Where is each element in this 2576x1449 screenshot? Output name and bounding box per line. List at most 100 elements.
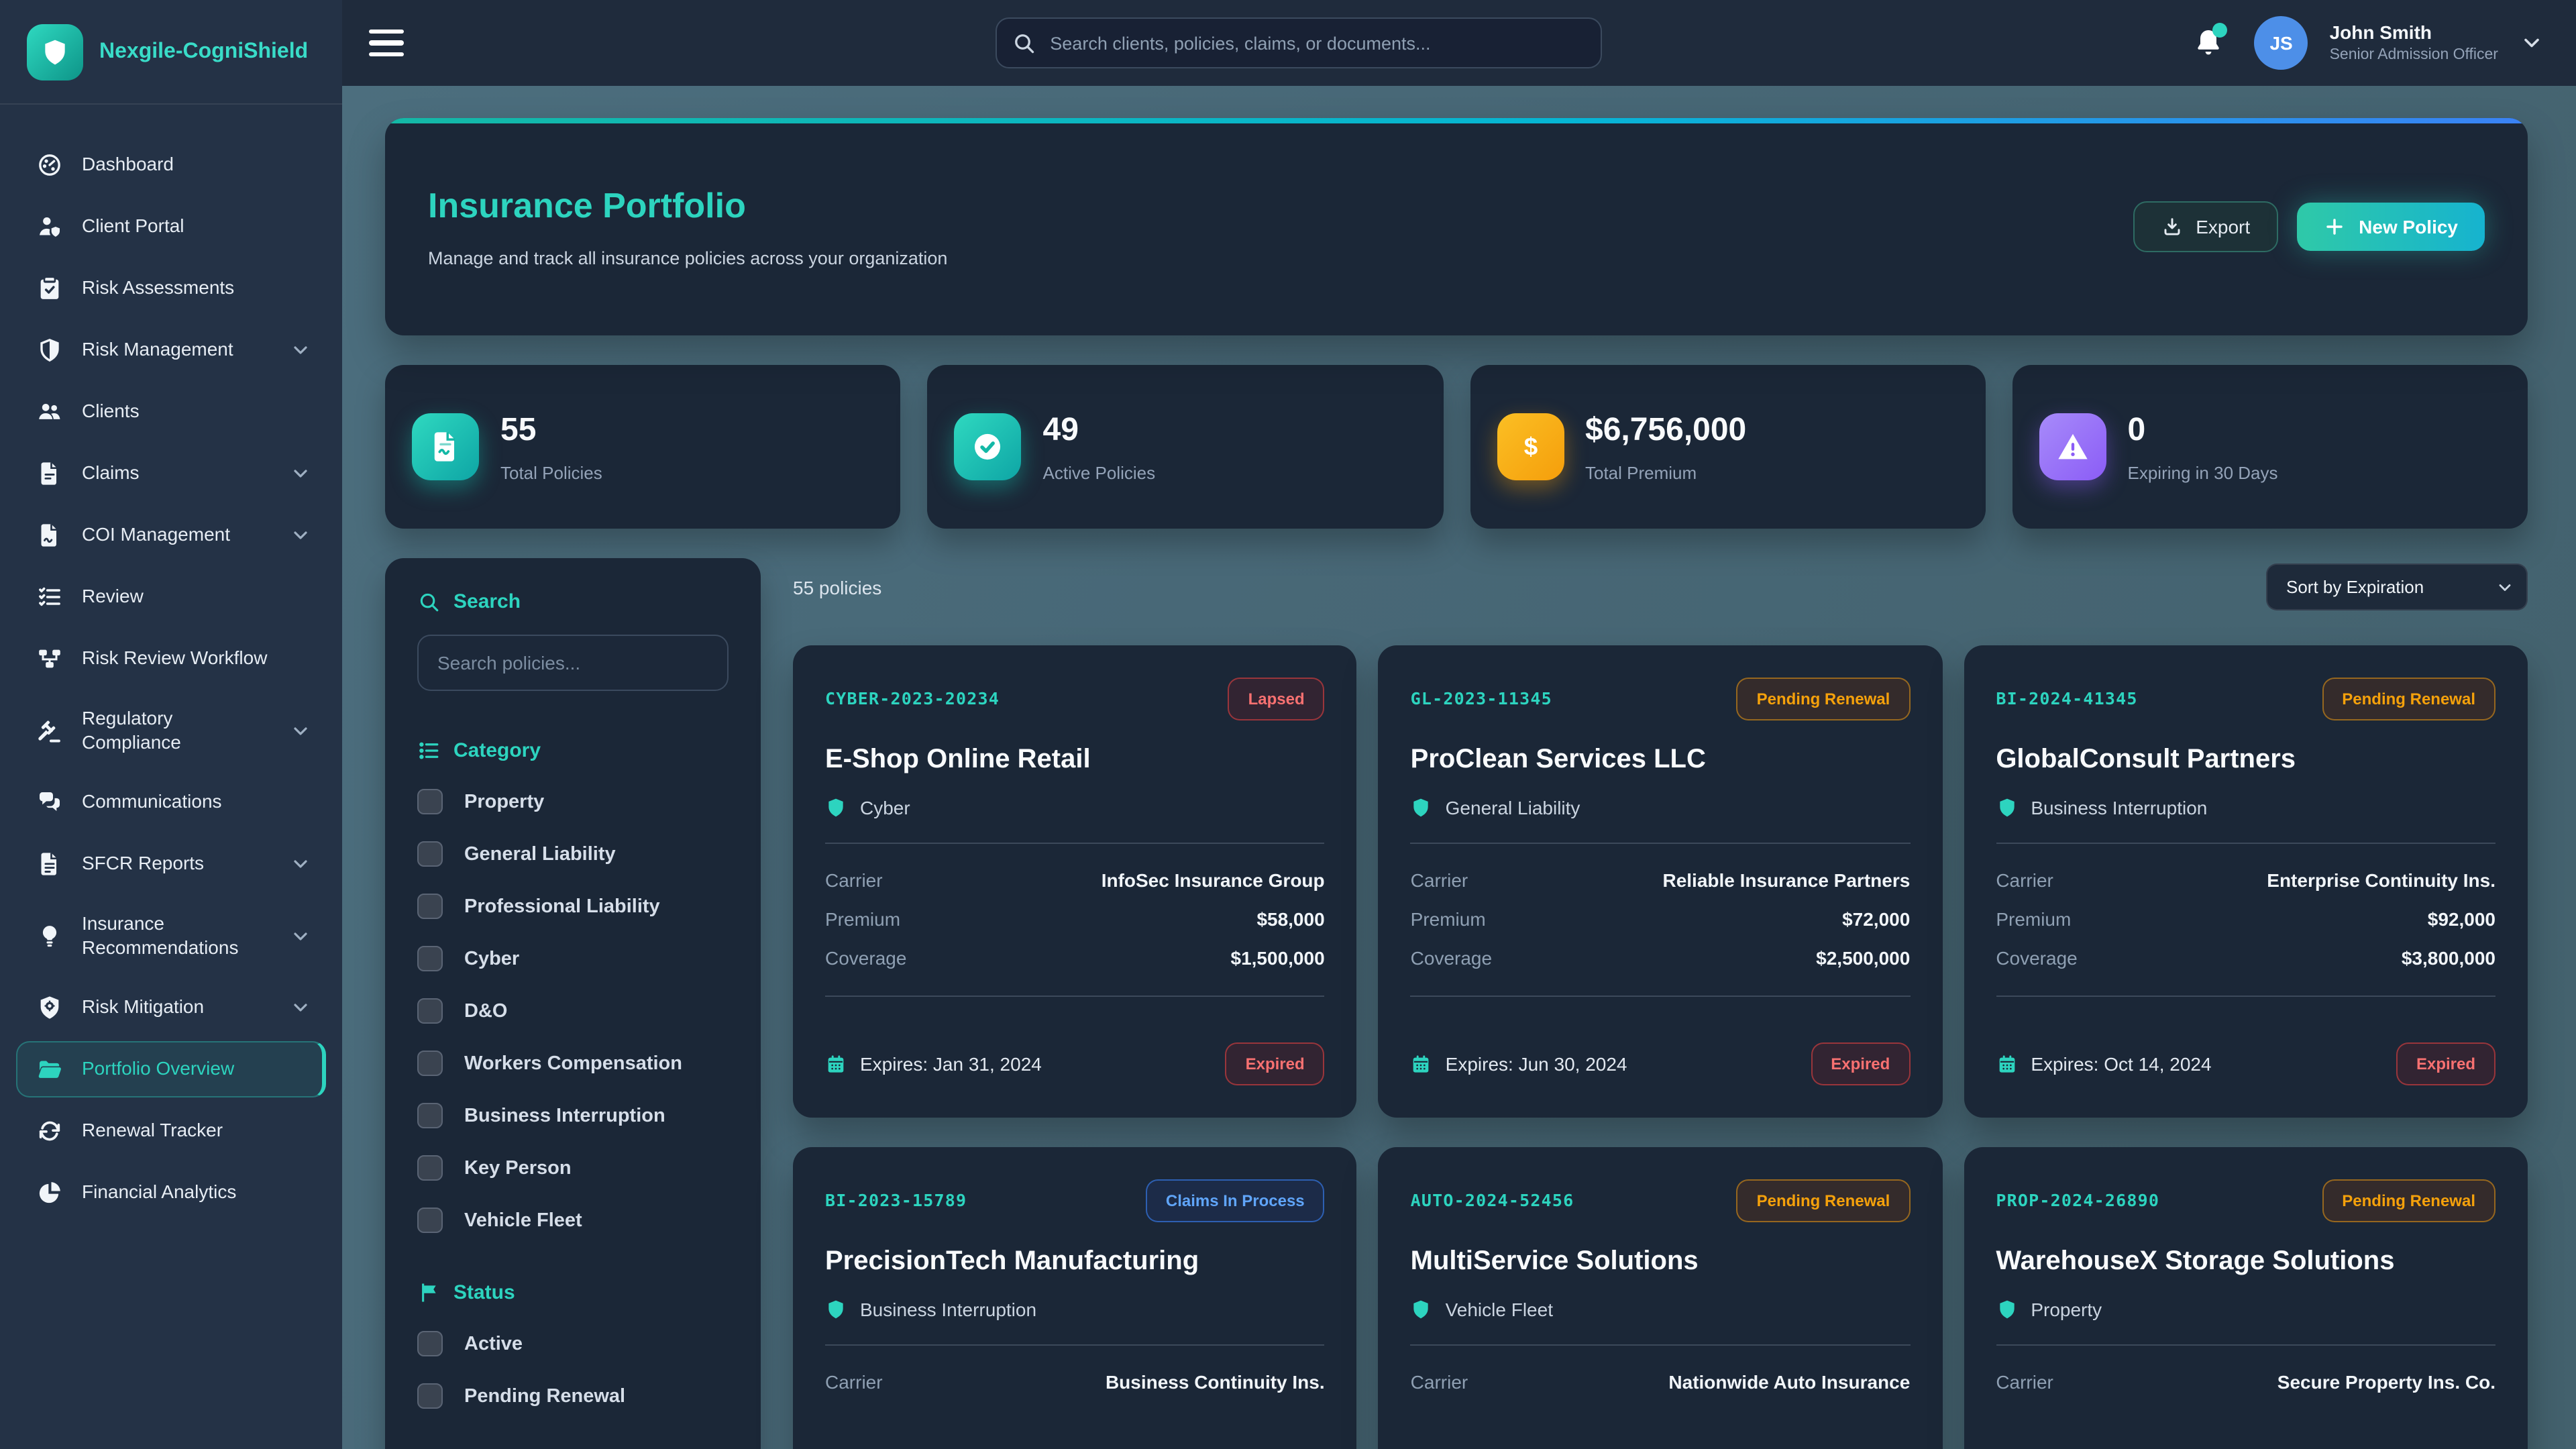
category-filter-property[interactable]: Property [417, 789, 729, 814]
sidebar-item-sfcr-reports[interactable]: SFCR Reports [16, 836, 326, 892]
category-filter-cyber[interactable]: Cyber [417, 946, 729, 971]
metric-value: $72,000 [1842, 908, 1911, 930]
policy-carrier-row: Carrier Enterprise Continuity Ins. [1996, 869, 2496, 891]
status-badge: Pending Renewal [2322, 1179, 2496, 1222]
metric-value: Business Continuity Ins. [1105, 1371, 1325, 1393]
filter-search-title: Search [417, 590, 729, 613]
sidebar-item-risk-management[interactable]: Risk Management [16, 322, 326, 378]
status-badge: Pending Renewal [2322, 678, 2496, 720]
status-filter-active[interactable]: Active [417, 1331, 729, 1356]
sidebar-item-coi-management[interactable]: COI Management [16, 507, 326, 564]
divider [1410, 843, 1911, 844]
policy-carrier-row: Carrier InfoSec Insurance Group [825, 869, 1325, 891]
checkbox[interactable] [417, 1383, 443, 1409]
checkbox[interactable] [417, 1208, 443, 1233]
global-search-input[interactable] [995, 17, 1602, 68]
metric-label: Carrier [1410, 1371, 1468, 1393]
category-filter-professional-liability[interactable]: Professional Liability [417, 894, 729, 919]
policy-card-warehousex-storage-solutions[interactable]: PROP-2024-26890 Pending Renewal WarehouseX… [1964, 1147, 2528, 1449]
sidebar-item-risk-mitigation[interactable]: Risk Mitigation [16, 979, 326, 1036]
checkbox[interactable] [417, 841, 443, 867]
sidebar-item-client-portal[interactable]: Client Portal [16, 199, 326, 255]
page-title: Insurance Portfolio [428, 185, 746, 225]
filter-search-input[interactable] [417, 635, 729, 691]
checkbox[interactable] [417, 1051, 443, 1076]
coi-management-icon [36, 522, 63, 549]
checkbox-label: Key Person [464, 1157, 572, 1179]
sidebar-item-claims[interactable]: Claims [16, 445, 326, 502]
svg-text:$: $ [1523, 433, 1537, 460]
sidebar-item-risk-review-workflow[interactable]: Risk Review Workflow [16, 631, 326, 687]
dollar-icon: $ [1513, 429, 1548, 464]
calendar-icon [1411, 1053, 1432, 1075]
stat-card-total-premium: $ $6,756,000 Total Premium [1470, 365, 1986, 529]
checkbox[interactable] [417, 789, 443, 814]
checkbox[interactable] [417, 946, 443, 971]
sidebar-item-portfolio-overview[interactable]: Portfolio Overview [16, 1041, 326, 1097]
policy-name: GlobalConsult Partners [1996, 745, 2296, 774]
policy-expires-label: Expires: Jun 30, 2024 [1445, 1053, 1627, 1075]
category-filter-workers-compensation[interactable]: Workers Compensation [417, 1051, 729, 1076]
divider [825, 843, 1325, 844]
checkbox-label: Pending Renewal [464, 1385, 626, 1407]
notifications-bell-icon[interactable] [2193, 23, 2228, 59]
avatar[interactable]: JS [2254, 16, 2308, 70]
checkbox-label: Property [464, 791, 545, 812]
sidebar-item-insurance-recommendations[interactable]: Insurance Recommendations [16, 898, 326, 974]
metric-label: Carrier [1996, 1371, 2053, 1393]
sort-select[interactable]: Sort by Expiration [2266, 564, 2528, 610]
sidebar-item-review[interactable]: Review [16, 569, 326, 625]
status-badge: Claims In Process [1145, 1179, 1325, 1222]
sidebar-item-label: Dashboard [82, 153, 174, 175]
checkbox[interactable] [417, 1155, 443, 1181]
checkbox-label: Business Interruption [464, 1105, 665, 1126]
policy-coverage-row: Coverage $2,500,000 [1411, 947, 1911, 969]
metric-label: Carrier [825, 1371, 883, 1393]
policy-card-multiservice-solutions[interactable]: AUTO-2024-52456 Pending Renewal MultiServi… [1378, 1147, 1943, 1449]
policy-coverage-row: Coverage $1,500,000 [825, 947, 1325, 969]
notification-dot [2212, 23, 2228, 38]
category-filter-general-liability[interactable]: General Liability [417, 841, 729, 867]
metric-value: Secure Property Ins. Co. [2277, 1371, 2496, 1393]
policy-category-label: Property [2031, 1299, 2102, 1320]
sidebar-item-communications[interactable]: Communications [16, 774, 326, 830]
sidebar-item-label: Risk Mitigation [82, 996, 205, 1018]
category-filter-vehicle-fleet[interactable]: Vehicle Fleet [417, 1208, 729, 1233]
policy-category-label: General Liability [1445, 797, 1580, 818]
checkbox[interactable] [417, 1331, 443, 1356]
hamburger-menu-icon[interactable] [369, 30, 404, 56]
metric-value: Enterprise Continuity Ins. [2267, 869, 2496, 891]
policy-card-globalconsult-partners[interactable]: BI-2024-41345 Pending Renewal GlobalConsul… [1964, 645, 2528, 1118]
category-filter-key-person[interactable]: Key Person [417, 1155, 729, 1181]
export-button[interactable]: Export [2133, 201, 2279, 252]
checkbox[interactable] [417, 998, 443, 1024]
policy-card-e-shop-online-retail[interactable]: CYBER-2023-20234 Lapsed E-Shop Online Reta… [793, 645, 1357, 1118]
checkbox[interactable] [417, 894, 443, 919]
chevron-down-icon [290, 925, 311, 947]
category-filter-dando[interactable]: D&O [417, 998, 729, 1024]
sidebar-item-renewal-tracker[interactable]: Renewal Tracker [16, 1103, 326, 1159]
policy-card-proclean-services-llc[interactable]: GL-2023-11345 Pending Renewal ProClean Ser… [1378, 645, 1943, 1118]
new-policy-button[interactable]: New Policy [2297, 203, 2485, 251]
expiry-badge: Expired [1811, 1042, 1911, 1085]
pie-chart-icon [36, 1179, 63, 1206]
sidebar-item-risk-assessments[interactable]: Risk Assessments [16, 260, 326, 317]
policy-category-label: Vehicle Fleet [1445, 1299, 1553, 1320]
status-filter-pending-renewal[interactable]: Pending Renewal [417, 1383, 729, 1409]
sidebar-nav: Dashboard Client Portal Risk Assessments Ri… [0, 105, 342, 1449]
sidebar-item-clients[interactable]: Clients [16, 384, 326, 440]
sidebar-item-regulatory-compliance[interactable]: Regulatory Compliance [16, 692, 326, 769]
sidebar-item-dashboard[interactable]: Dashboard [16, 137, 326, 193]
policy-premium-row: Premium $92,000 [1996, 908, 2496, 930]
metric-value: $92,000 [2427, 908, 2496, 930]
chevron-down-icon[interactable] [2520, 31, 2544, 55]
status-badge: Pending Renewal [1736, 678, 1911, 720]
checkbox[interactable] [417, 1103, 443, 1128]
metric-label: Coverage [825, 947, 907, 969]
policy-card-precisiontech-manufacturing[interactable]: BI-2023-15789 Claims In Process PrecisionT… [793, 1147, 1357, 1449]
sidebar-item-financial-analytics[interactable]: Financial Analytics [16, 1165, 326, 1221]
stat-card-expiring-in-30-days: 0 Expiring in 30 Days [2012, 365, 2528, 529]
category-filter-business-interruption[interactable]: Business Interruption [417, 1103, 729, 1128]
chevron-down-icon [290, 853, 311, 875]
risk-assessments-icon [36, 275, 63, 302]
